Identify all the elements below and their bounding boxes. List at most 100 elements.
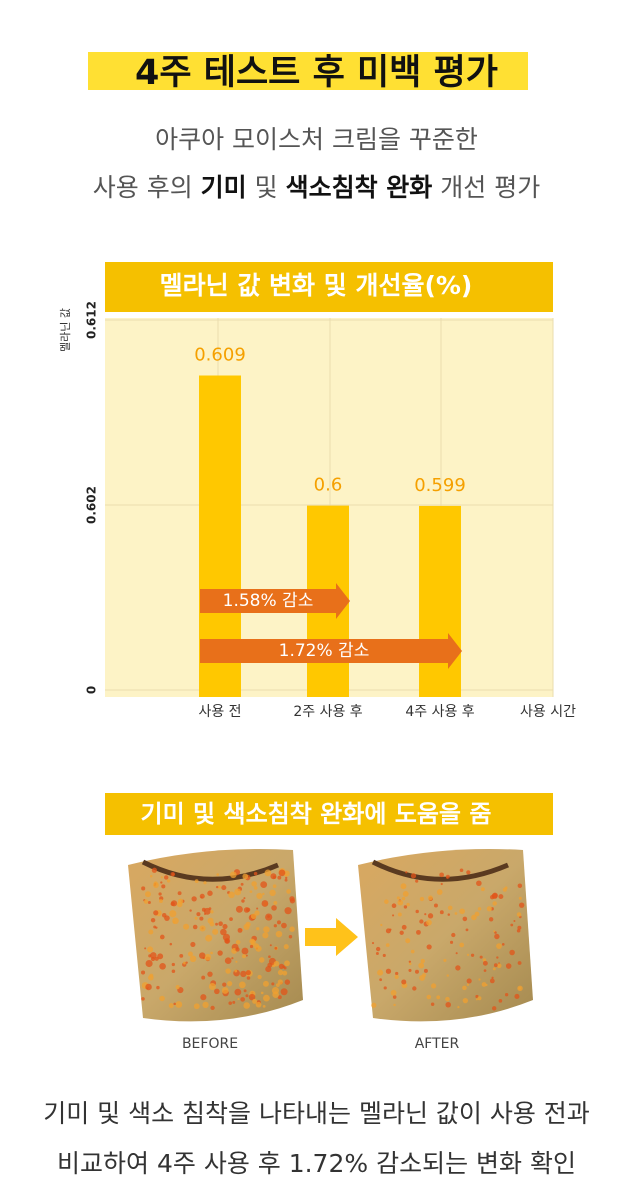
pigment-spot xyxy=(424,913,427,916)
skin-patch xyxy=(358,849,533,1022)
pigment-spot xyxy=(253,886,258,890)
pigment-spot xyxy=(477,996,482,1001)
pigment-spot xyxy=(414,969,419,974)
pigment-spot xyxy=(240,970,247,978)
pigment-spot xyxy=(202,1001,209,1008)
pigment-spot xyxy=(284,960,290,967)
subtitle: 사용 후의 기미 및 색소침착 완화 개선 평가 xyxy=(0,168,633,204)
pigment-spot xyxy=(397,912,402,917)
pigment-spot xyxy=(248,993,256,1001)
comparison-banner xyxy=(105,793,553,835)
pigment-spot xyxy=(168,1003,174,1009)
caption: 비교하여 4주 사용 후 1.72% 감소되는 변화 확인 xyxy=(57,1149,576,1178)
pigment-spot xyxy=(447,913,451,916)
pigment-spot xyxy=(234,988,242,996)
pigment-spot xyxy=(253,871,258,876)
pigment-spot xyxy=(237,927,243,933)
pigment-spot xyxy=(375,946,381,952)
pigment-spot xyxy=(224,957,232,965)
pigment-spot xyxy=(158,899,163,903)
pigment-spot xyxy=(145,983,152,991)
pigment-spot xyxy=(250,913,257,920)
pigment-spot xyxy=(169,942,173,946)
pigment-spot xyxy=(481,982,487,987)
pigment-spot xyxy=(212,928,219,935)
pigment-spot xyxy=(491,893,498,899)
pigment-spot xyxy=(215,885,219,889)
pigment-spot xyxy=(235,960,238,963)
subtitle-part: 및 xyxy=(246,173,286,202)
pigment-spot xyxy=(517,961,522,965)
pigment-spot xyxy=(394,974,399,979)
pigment-spot xyxy=(282,970,288,976)
pigment-spot xyxy=(415,879,419,883)
reduction-arrow xyxy=(200,633,462,669)
pigment-spot xyxy=(269,889,276,897)
pigment-spot xyxy=(225,968,231,974)
pigment-spot xyxy=(482,960,488,966)
value-label: 0.6 xyxy=(314,475,343,496)
chart-banner xyxy=(105,262,553,312)
pigment-spot xyxy=(410,949,415,954)
pigment-spot xyxy=(517,925,522,930)
pigment-spot xyxy=(436,995,441,1000)
pigment-spot xyxy=(245,954,248,957)
pigment-spot xyxy=(161,884,166,889)
pigment-spot xyxy=(517,883,523,889)
pigment-spot xyxy=(255,1001,262,1008)
pigment-spot xyxy=(245,994,249,998)
after-image xyxy=(358,849,533,1022)
pigment-spot xyxy=(147,946,154,953)
pigment-spot xyxy=(177,891,182,896)
pigment-spot xyxy=(277,875,282,880)
pigment-spot xyxy=(390,989,397,996)
pigment-spot xyxy=(399,930,404,935)
after-label: AFTER xyxy=(415,1036,460,1052)
pigment-spot xyxy=(485,983,488,987)
pigment-spot xyxy=(380,923,383,927)
pigment-spot xyxy=(210,910,214,914)
pigment-spot xyxy=(502,887,507,892)
pigment-spot xyxy=(395,971,399,976)
pigment-spot xyxy=(492,967,496,971)
pigment-spot xyxy=(489,978,495,984)
pigment-spot xyxy=(455,952,458,955)
pigment-spot xyxy=(277,995,282,1000)
pigment-spot xyxy=(286,889,291,894)
pigment-spot xyxy=(160,876,163,879)
pigment-spot xyxy=(273,960,280,967)
pigment-spot xyxy=(462,916,468,922)
pigment-spot xyxy=(240,997,246,1002)
pigment-spot xyxy=(403,905,408,909)
pigment-spot xyxy=(479,955,483,959)
x-tick-label: 사용 전 xyxy=(198,704,241,720)
pigment-spot xyxy=(274,946,278,950)
pigment-spot xyxy=(234,969,238,973)
pigment-spot xyxy=(171,962,175,967)
pigment-spot xyxy=(221,885,227,891)
pigment-spot xyxy=(252,998,258,1004)
pigment-spot xyxy=(171,873,175,876)
pigment-spot xyxy=(243,989,247,993)
pigment-spot xyxy=(222,982,227,987)
pigment-spot xyxy=(222,924,228,930)
pigment-spot xyxy=(151,867,158,873)
pigment-spot xyxy=(241,947,249,955)
pigment-spot xyxy=(215,922,218,926)
pigment-spot xyxy=(153,910,159,916)
reduction-label: 1.58% 감소 xyxy=(223,591,314,611)
pigment-spot xyxy=(271,982,275,986)
title-highlight xyxy=(88,52,528,90)
pigment-spot xyxy=(447,905,453,911)
pigment-spot xyxy=(245,970,251,976)
pigment-spot xyxy=(289,896,295,902)
subtitle-bold: 기미 xyxy=(200,173,247,202)
pigment-spot xyxy=(426,994,432,1000)
pigment-spot xyxy=(419,919,424,924)
pigment-spot xyxy=(397,899,404,906)
eye-crease xyxy=(371,859,509,882)
pigment-spot xyxy=(278,869,286,877)
pigment-spot xyxy=(488,917,494,922)
pigment-spot xyxy=(391,903,397,909)
caption: 기미 및 색소 침착을 나타내는 멜라닌 값이 사용 전과 xyxy=(43,1099,590,1128)
